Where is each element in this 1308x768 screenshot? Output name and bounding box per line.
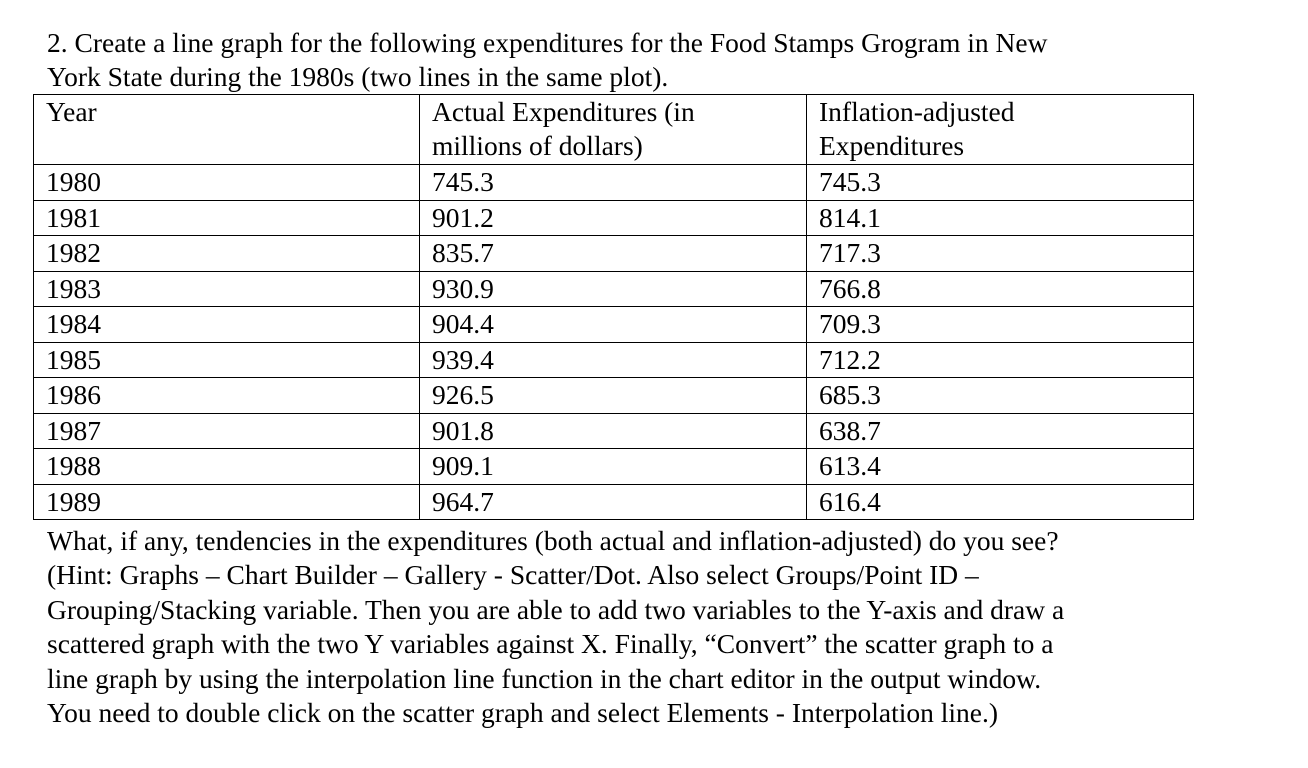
cell-year: 1980 [33, 164, 420, 201]
table-row: 1984 904.4 709.3 [33, 306, 1194, 343]
cell-year: 1983 [33, 270, 420, 307]
table-row: 1982 835.7 717.3 [33, 235, 1194, 272]
cell-actual: 904.4 [419, 306, 807, 343]
table-header-row: Year Actual Expenditures (in millions of… [33, 94, 1194, 165]
cell-adjusted: 717.3 [806, 235, 1194, 272]
cell-actual: 909.1 [419, 448, 807, 485]
cell-year: 1982 [33, 235, 420, 272]
cell-actual: 926.5 [419, 377, 807, 414]
cell-adjusted: 745.3 [806, 164, 1194, 201]
question-line: scattered graph with the two Y variables… [47, 628, 1054, 660]
header-inflation-adjusted: Inflation-adjusted Expenditures [806, 94, 1194, 165]
prompt-line-2: York State during the 1980s (two lines i… [47, 61, 669, 92]
header-actual-expenditures: Actual Expenditures (in millions of doll… [419, 94, 807, 165]
question-line: You need to double click on the scatter … [47, 697, 999, 729]
table-row: 1980 745.3 745.3 [33, 164, 1194, 201]
cell-year: 1987 [33, 412, 420, 449]
question-line: line graph by using the interpolation li… [47, 662, 1042, 694]
question-line: What, if any, tendencies in the expendit… [47, 525, 1059, 556]
table-row: 1986 926.5 685.3 [33, 377, 1194, 414]
prompt-line-1: 2. Create a line graph for the following… [47, 27, 1048, 58]
cell-year: 1988 [33, 448, 420, 485]
follow-up-question: What, if any, tendencies in the expendit… [47, 524, 1287, 730]
cell-adjusted: 638.7 [806, 412, 1194, 449]
cell-actual: 901.2 [419, 199, 807, 236]
cell-actual: 745.3 [419, 164, 807, 201]
cell-adjusted: 712.2 [806, 341, 1194, 378]
cell-adjusted: 616.4 [806, 483, 1194, 520]
cell-actual: 939.4 [419, 341, 807, 378]
cell-adjusted: 613.4 [806, 448, 1194, 485]
table-row: 1988 909.1 613.4 [33, 448, 1194, 485]
cell-adjusted: 814.1 [806, 199, 1194, 236]
cell-year: 1981 [33, 199, 420, 236]
expenditures-table: Year Actual Expenditures (in millions of… [33, 94, 1194, 520]
question-prompt: 2. Create a line graph for the following… [47, 26, 1227, 94]
table-row: 1983 930.9 766.8 [33, 270, 1194, 307]
cell-year: 1986 [33, 377, 420, 414]
cell-adjusted: 766.8 [806, 270, 1194, 307]
cell-year: 1985 [33, 341, 420, 378]
cell-adjusted: 709.3 [806, 306, 1194, 343]
question-line: (Hint: Graphs – Chart Builder – Gallery … [47, 559, 979, 591]
table-row: 1989 964.7 616.4 [33, 483, 1194, 520]
cell-actual: 964.7 [419, 483, 807, 520]
cell-year: 1984 [33, 306, 420, 343]
table-row: 1981 901.2 814.1 [33, 199, 1194, 236]
cell-adjusted: 685.3 [806, 377, 1194, 414]
cell-actual: 930.9 [419, 270, 807, 307]
question-line: Grouping/Stacking variable. Then you are… [47, 593, 1065, 625]
cell-year: 1989 [33, 483, 420, 520]
cell-actual: 901.8 [419, 412, 807, 449]
cell-actual: 835.7 [419, 235, 807, 272]
table-row: 1987 901.8 638.7 [33, 412, 1194, 449]
header-year: Year [33, 94, 420, 165]
table-row: 1985 939.4 712.2 [33, 341, 1194, 378]
